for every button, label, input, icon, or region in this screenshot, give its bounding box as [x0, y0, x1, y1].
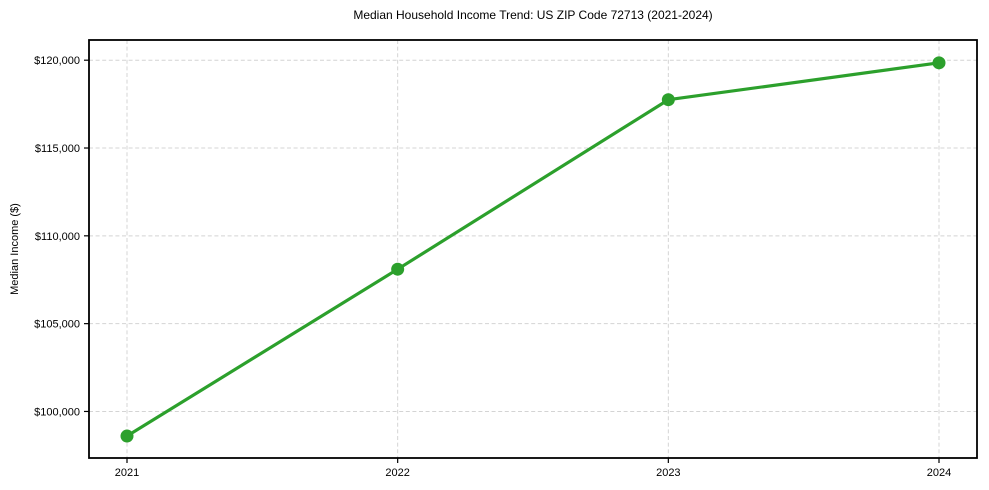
axes-border — [88, 39, 978, 459]
data-point-2024 — [932, 56, 946, 70]
data-point-2023 — [661, 93, 675, 107]
y-tick-label: $115,000 — [35, 143, 80, 155]
x-tick-label: 2022 — [385, 467, 409, 479]
plot-background — [89, 40, 977, 458]
y-tick-label: $105,000 — [34, 319, 80, 331]
x-tick-label: 2021 — [115, 467, 139, 479]
y-tick-label: $120,000 — [34, 55, 80, 67]
data-point-2022 — [391, 262, 405, 276]
x-tick-label: 2023 — [656, 467, 680, 479]
data-point-2021 — [120, 429, 134, 443]
x-tick-label: 2024 — [927, 467, 951, 479]
y-tick-label: $110,000 — [35, 231, 80, 243]
chart-title: Median Household Income Trend: US ZIP Co… — [353, 8, 713, 22]
trend-line — [125, 61, 941, 438]
y-tick-label: $100,000 — [34, 406, 80, 418]
